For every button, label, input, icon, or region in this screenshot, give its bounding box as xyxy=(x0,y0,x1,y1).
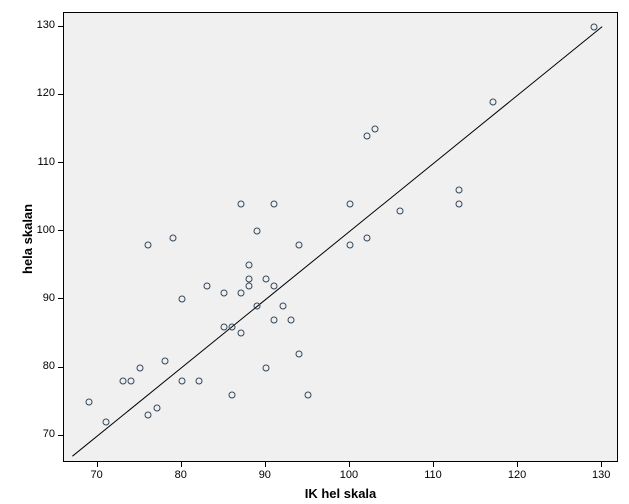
x-tick xyxy=(433,462,434,467)
y-tick-label: 90 xyxy=(43,292,55,304)
y-tick xyxy=(58,162,63,163)
data-point xyxy=(86,398,93,405)
data-point xyxy=(161,357,168,364)
data-point xyxy=(220,323,227,330)
data-point xyxy=(288,316,295,323)
y-axis-title: hela skalan xyxy=(20,204,35,274)
y-tick-label: 130 xyxy=(37,19,55,31)
data-point xyxy=(178,296,185,303)
data-point xyxy=(145,241,152,248)
x-tick xyxy=(181,462,182,467)
data-point xyxy=(237,289,244,296)
scatter-chart: hela skalan IK hel skala 70 80 90 100 110 120… xyxy=(0,0,629,504)
y-tick xyxy=(58,435,63,436)
data-point xyxy=(262,275,269,282)
x-tick-label: 120 xyxy=(508,469,526,481)
x-tick xyxy=(349,462,350,467)
data-point xyxy=(128,378,135,385)
y-tick-label: 120 xyxy=(37,87,55,99)
data-point xyxy=(103,419,110,426)
data-point xyxy=(145,412,152,419)
data-point xyxy=(296,241,303,248)
data-point xyxy=(254,303,261,310)
data-point xyxy=(397,207,404,214)
x-tick-label: 130 xyxy=(592,469,610,481)
y-tick xyxy=(58,26,63,27)
x-tick xyxy=(265,462,266,467)
y-tick-label: 80 xyxy=(43,360,55,372)
data-point xyxy=(346,200,353,207)
data-point xyxy=(489,98,496,105)
data-point xyxy=(246,282,253,289)
data-point xyxy=(590,23,597,30)
y-tick-label: 110 xyxy=(37,156,55,168)
data-point xyxy=(246,262,253,269)
y-tick xyxy=(58,94,63,95)
data-point xyxy=(229,323,236,330)
x-tick-label: 80 xyxy=(175,469,187,481)
data-point xyxy=(304,391,311,398)
y-tick-label: 100 xyxy=(37,224,55,236)
x-axis-title: IK hel skala xyxy=(305,486,377,501)
data-point xyxy=(203,282,210,289)
data-point xyxy=(346,241,353,248)
data-point xyxy=(254,228,261,235)
data-point xyxy=(220,289,227,296)
y-tick-label: 70 xyxy=(43,428,55,440)
data-point xyxy=(136,364,143,371)
data-point xyxy=(271,282,278,289)
data-point xyxy=(296,350,303,357)
y-tick xyxy=(58,298,63,299)
x-tick xyxy=(601,462,602,467)
data-point xyxy=(229,391,236,398)
data-point xyxy=(262,364,269,371)
data-point xyxy=(237,330,244,337)
x-tick-label: 70 xyxy=(91,469,103,481)
x-tick xyxy=(517,462,518,467)
data-point xyxy=(195,378,202,385)
data-point xyxy=(153,405,160,412)
data-point xyxy=(456,200,463,207)
data-point xyxy=(170,235,177,242)
data-point xyxy=(279,303,286,310)
data-point xyxy=(271,316,278,323)
data-point xyxy=(363,132,370,139)
y-tick xyxy=(58,367,63,368)
plot-area xyxy=(63,12,618,462)
data-point xyxy=(178,378,185,385)
data-point xyxy=(372,125,379,132)
x-tick xyxy=(97,462,98,467)
y-tick xyxy=(58,230,63,231)
x-tick-label: 110 xyxy=(424,469,442,481)
x-tick-label: 100 xyxy=(340,469,358,481)
data-point xyxy=(271,200,278,207)
data-point xyxy=(363,235,370,242)
reference-line xyxy=(64,13,618,462)
data-point xyxy=(456,187,463,194)
x-tick-label: 90 xyxy=(259,469,271,481)
data-point xyxy=(237,200,244,207)
data-point xyxy=(119,378,126,385)
